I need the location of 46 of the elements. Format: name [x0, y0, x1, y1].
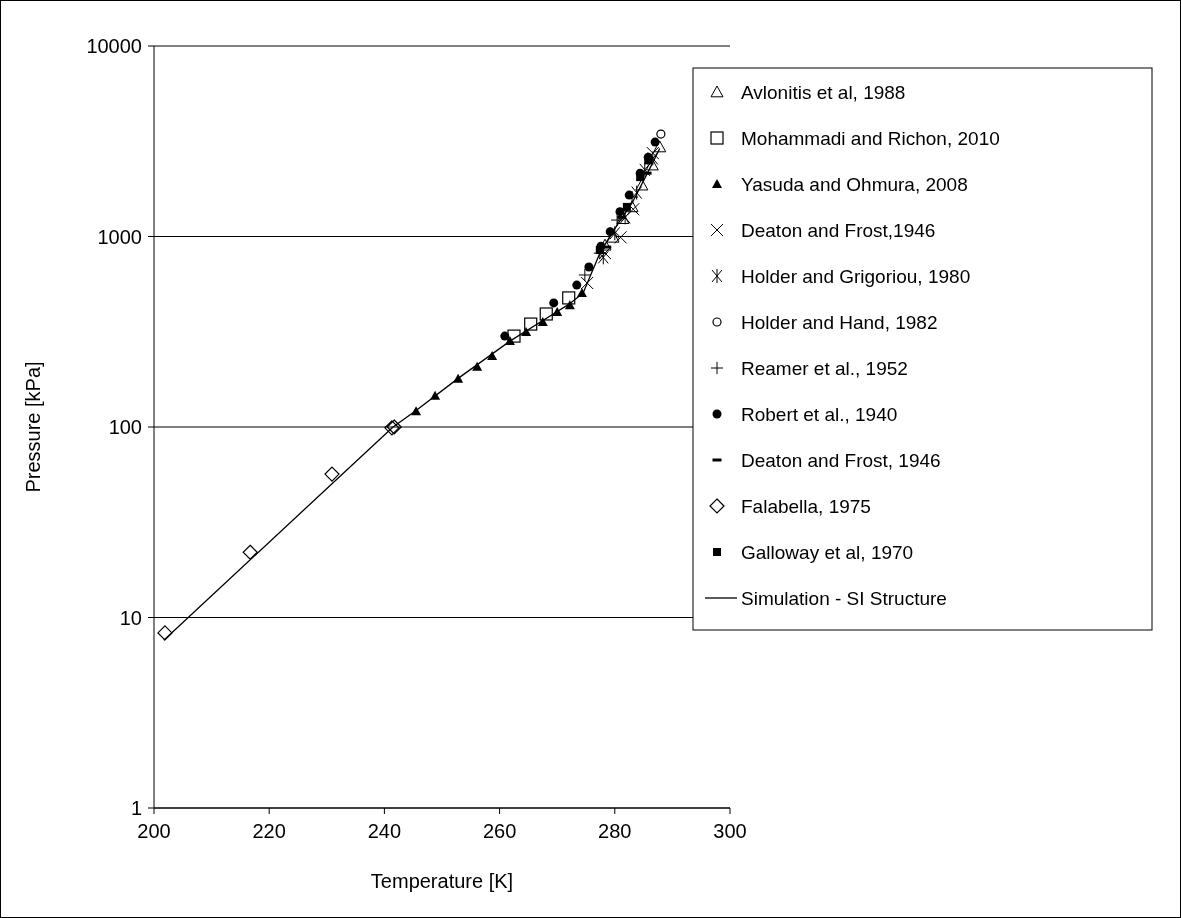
legend-label: Robert et al., 1940: [741, 403, 898, 425]
point: [615, 207, 625, 217]
x-tick-label: 200: [137, 820, 171, 842]
legend-label: Reamer et al., 1952: [741, 357, 908, 379]
legend-label: Avlonitis et al, 1988: [741, 81, 906, 103]
point: [549, 298, 559, 308]
legend-label: Yasuda and Ohmura, 2008: [741, 173, 968, 195]
legend-label: Mohammadi and Richon, 2010: [741, 127, 1000, 149]
point: [524, 317, 538, 331]
point: [539, 307, 553, 321]
point: [472, 361, 483, 371]
point: [639, 162, 651, 178]
point: [597, 249, 609, 265]
legend-label: Deaton and Frost, 1946: [741, 449, 941, 471]
x-tick-label: 240: [367, 820, 402, 842]
x-tick-label: 280: [598, 820, 632, 842]
point: [647, 150, 659, 166]
point: [507, 329, 521, 343]
y-tick-label: 1: [130, 797, 142, 819]
point: [609, 225, 621, 241]
point: [656, 129, 666, 139]
legend-label: Holder and Hand, 1982: [741, 311, 938, 333]
y-tick-label: 10000: [86, 35, 142, 57]
y-tick-label: 100: [108, 416, 142, 438]
y-tick-label: 1000: [97, 225, 142, 248]
legend-label: Falabella, 1975: [741, 495, 871, 517]
point: [324, 466, 340, 482]
point: [631, 185, 643, 201]
x-tick-label: 220: [252, 820, 286, 842]
y-axis-title: Pressure [kPa]: [22, 361, 44, 493]
point: [650, 137, 660, 147]
point: [584, 262, 594, 272]
y-tick-label: 10: [119, 606, 142, 629]
point: [500, 331, 510, 341]
legend-label: Galloway et al, 1970: [741, 541, 914, 563]
point: [562, 291, 576, 305]
legend-label: Deaton and Frost,1946: [741, 219, 936, 241]
x-axis-title: Temperature [K]: [370, 870, 514, 892]
legend-label: Holder and Grigoriou, 1980: [741, 265, 971, 287]
point: [572, 280, 582, 290]
legend-label: Simulation - SI Structure: [741, 587, 947, 609]
point: [242, 544, 258, 560]
x-tick-label: 260: [482, 820, 517, 842]
x-tick-label: 300: [713, 820, 747, 842]
point: [624, 190, 634, 200]
point: [157, 625, 173, 641]
